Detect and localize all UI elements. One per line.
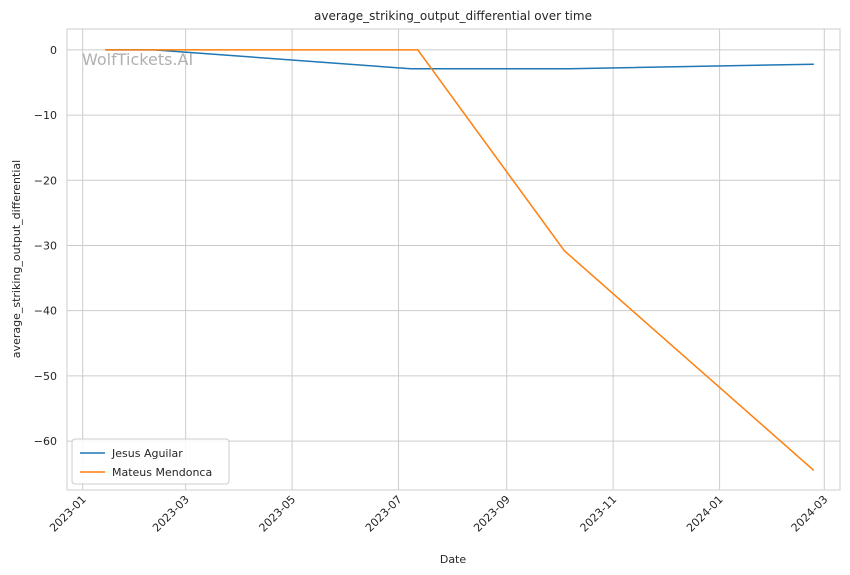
legend: Jesus Aguilar Mateus Mendonca (71, 438, 230, 485)
watermark: WolfTickets.AI (82, 50, 193, 69)
y-axis-label: average_striking_output_differential (10, 160, 23, 358)
y-tick-label--20: −20 (34, 174, 57, 187)
y-tick-label-0: 0 (50, 44, 57, 57)
y-axis-ticks: 0 −10 −20 −30 −40 −50 −60 (34, 44, 57, 448)
x-axis-label: Date (440, 553, 467, 566)
series-line-mateus-mendonca (105, 49, 815, 472)
y-tick-label--10: −10 (34, 109, 57, 122)
legend-box (71, 438, 230, 485)
y-tick-label--60: −60 (34, 435, 57, 448)
chart-title: average_striking_output_differential ove… (314, 9, 592, 23)
y-tick-label--30: −30 (34, 239, 57, 252)
plot-area (67, 29, 840, 490)
plot-frame (66, 28, 841, 491)
legend-label-jesus-aguilar: Jesus Aguilar (111, 447, 183, 460)
series-layer (105, 49, 815, 472)
y-tick-label--50: −50 (34, 370, 57, 383)
y-tick-label--40: −40 (34, 305, 57, 318)
legend-label-mateus-mendonca: Mateus Mendonca (112, 466, 212, 479)
